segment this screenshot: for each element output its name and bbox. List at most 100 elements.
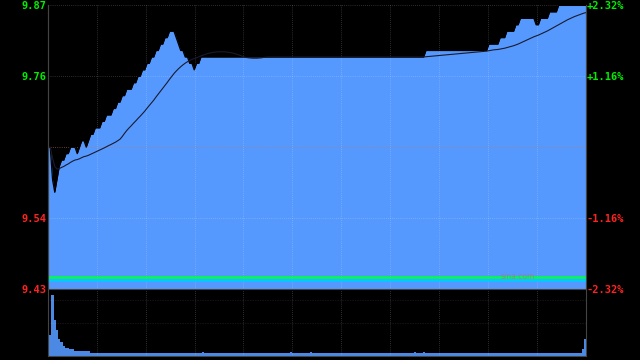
Bar [94,353,97,356]
Bar [422,352,425,356]
Bar [551,353,553,356]
Bar [292,353,294,356]
Bar [535,353,537,356]
Bar [362,353,364,356]
Bar [76,351,78,356]
Bar [265,353,268,356]
Bar [403,353,404,356]
Bar [272,353,274,356]
Bar [479,353,481,356]
Bar [463,353,465,356]
Bar [571,353,573,356]
Bar [440,353,443,356]
Bar [456,353,458,356]
Bar [259,353,260,356]
Bar [328,353,330,356]
Bar [472,353,474,356]
Bar [108,353,110,356]
Bar [166,353,168,356]
Bar [141,353,143,356]
Bar [449,353,452,356]
Bar [204,353,207,356]
Bar [427,353,429,356]
Bar [346,353,348,356]
Bar [143,353,146,356]
Bar [238,353,241,356]
Bar [67,348,69,356]
Bar [396,353,398,356]
Bar [308,353,310,356]
Bar [200,353,202,356]
Bar [490,353,492,356]
Bar [321,353,324,356]
Bar [317,353,319,356]
Bar [438,353,440,356]
Bar [83,351,85,356]
Bar [245,353,247,356]
Bar [573,353,575,356]
Bar [134,353,137,356]
Bar [60,342,63,356]
Bar [112,353,115,356]
Bar [234,353,236,356]
Bar [184,353,186,356]
Bar [157,353,159,356]
Bar [159,353,161,356]
Bar [168,353,171,356]
Bar [213,353,216,356]
Bar [378,353,380,356]
Bar [78,351,81,356]
Bar [312,353,314,356]
Bar [443,353,445,356]
Bar [578,353,580,356]
Bar [69,350,72,356]
Bar [81,351,83,356]
Bar [58,339,60,356]
Bar [391,353,393,356]
Bar [164,353,166,356]
Bar [409,353,412,356]
Bar [564,353,566,356]
Bar [250,353,252,356]
Bar [326,353,328,356]
Bar [373,353,375,356]
Bar [236,353,238,356]
Bar [303,353,305,356]
Bar [387,353,388,356]
Bar [537,353,540,356]
Bar [526,353,528,356]
Bar [519,353,522,356]
Bar [431,353,434,356]
Bar [65,348,67,356]
Bar [544,353,546,356]
Bar [294,353,296,356]
Bar [283,353,285,356]
Bar [413,352,416,356]
Bar [380,353,382,356]
Bar [191,353,193,356]
Bar [278,353,281,356]
Bar [281,353,283,356]
Bar [85,351,88,356]
Bar [189,353,191,356]
Bar [220,353,222,356]
Bar [366,353,369,356]
Bar [195,353,198,356]
Bar [575,353,578,356]
Bar [299,353,301,356]
Bar [477,353,479,356]
Bar [522,353,524,356]
Bar [532,353,535,356]
Bar [562,353,564,356]
Bar [465,353,467,356]
Bar [285,353,287,356]
Bar [218,353,220,356]
Bar [324,353,326,356]
Bar [375,353,378,356]
Bar [569,353,571,356]
Bar [182,353,184,356]
Bar [483,353,486,356]
Bar [452,353,454,356]
Bar [290,352,292,356]
Bar [256,353,259,356]
